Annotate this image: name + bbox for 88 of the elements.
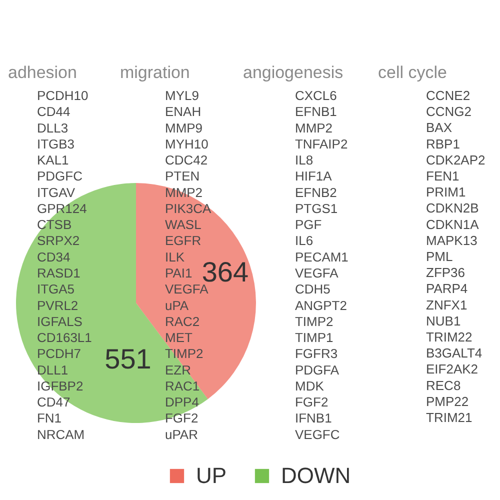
- text: PVRL2: [37, 298, 78, 313]
- text: MDK: [295, 378, 324, 394]
- text: FGF2: [165, 410, 198, 426]
- text: MMP9: [165, 120, 203, 136]
- text: ANGPT2: [295, 298, 347, 313]
- text: cell cycle: [378, 63, 447, 82]
- text: CDKN1A: [426, 216, 480, 232]
- text: ITGA5: [37, 282, 75, 297]
- text: RAC2: [165, 314, 200, 329]
- text: PARP4: [426, 281, 468, 296]
- text: CDC42: [165, 152, 208, 168]
- text: ITGB3: [37, 136, 75, 152]
- text: RASD1: [37, 266, 80, 281]
- text: TIMP2: [295, 314, 334, 329]
- text: IFNB1: [295, 410, 332, 426]
- text: FGF2: [295, 394, 328, 410]
- text: uPA: [165, 298, 189, 313]
- text: PTEN: [165, 168, 200, 184]
- text: BAX: [426, 120, 452, 136]
- text: B3GALT4: [426, 346, 482, 361]
- text: IGFALS: [37, 314, 83, 329]
- text: migration: [120, 63, 190, 82]
- text: MYL9: [165, 88, 199, 104]
- text: PCDH10: [37, 88, 88, 104]
- text: IL8: [295, 152, 314, 168]
- text: TIMP1: [295, 330, 334, 346]
- text: EIF2AK2: [426, 362, 478, 377]
- text: PECAM1: [295, 249, 348, 264]
- text: PTGS1: [295, 200, 338, 216]
- text: ENAH: [165, 104, 202, 120]
- text: WASL: [165, 217, 202, 232]
- text: uPAR: [165, 426, 198, 442]
- text: RBP1: [426, 136, 460, 152]
- text: CDH5: [295, 282, 330, 297]
- text: EFNB2: [295, 184, 337, 200]
- text: HIF1A: [295, 168, 332, 184]
- text: DPP4: [165, 394, 199, 410]
- text: FEN1: [426, 168, 460, 184]
- text: CDKN2B: [426, 200, 479, 216]
- text: REC8: [426, 378, 461, 393]
- text: SRPX2: [37, 233, 80, 248]
- text: EGFR: [165, 233, 202, 248]
- text: PCDH7: [37, 346, 82, 362]
- text: MAPK13: [426, 232, 478, 248]
- text: FN1: [37, 410, 62, 426]
- text: VEGFC: [295, 426, 340, 442]
- text: IL6: [295, 233, 314, 248]
- text: CDK2AP2: [426, 152, 486, 168]
- text: MET: [165, 330, 192, 346]
- text: EFNB1: [295, 104, 337, 120]
- text: RAC1: [165, 378, 200, 394]
- text: PAI1: [165, 266, 192, 281]
- text: MMP2: [295, 120, 333, 136]
- text: ITGAV: [37, 184, 76, 200]
- legend-label: DOWN: [281, 463, 351, 488]
- text: PIK3CA: [165, 200, 212, 216]
- text: CD44: [37, 104, 70, 120]
- text: CCNG2: [426, 104, 472, 120]
- text: DLL3: [37, 120, 68, 136]
- text: VEGFA: [295, 266, 339, 281]
- text: adhesion: [8, 63, 77, 82]
- text: NUB1: [426, 313, 461, 328]
- text: PDGFC: [37, 168, 82, 184]
- text: KAL1: [37, 152, 69, 168]
- text: TRIM22: [426, 329, 472, 344]
- text: MYH10: [165, 136, 208, 152]
- text: CD34: [37, 249, 70, 264]
- text: TRIM21: [426, 410, 472, 425]
- text: PRIM1: [426, 184, 466, 200]
- data-label: 551: [104, 343, 152, 374]
- text: PMP22: [426, 394, 469, 409]
- text: DLL1: [37, 362, 68, 378]
- text: PDGFA: [295, 362, 340, 378]
- text: PGF: [295, 217, 322, 232]
- text: NRCAM: [37, 426, 85, 442]
- text: CD163L1: [37, 330, 92, 346]
- text: FGFR3: [295, 346, 338, 362]
- legend-label: UP: [196, 463, 227, 488]
- text: ZFP36: [426, 265, 466, 280]
- text: ZNFX1: [426, 297, 468, 312]
- text: angiogenesis: [243, 63, 344, 82]
- text: TIMP2: [165, 346, 204, 362]
- text: CCNE2: [426, 88, 470, 104]
- text: PML: [426, 249, 453, 264]
- text: TNFAIP2: [295, 136, 348, 152]
- text: CD47: [37, 394, 70, 410]
- text: ILK: [165, 249, 185, 264]
- text: CXCL6: [295, 88, 337, 104]
